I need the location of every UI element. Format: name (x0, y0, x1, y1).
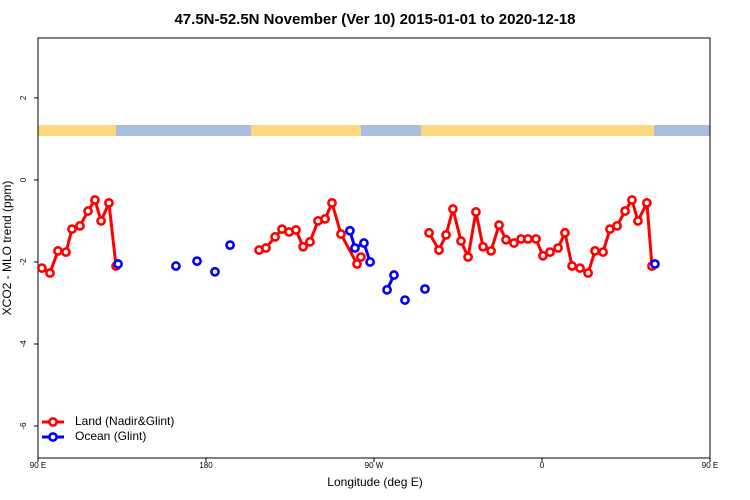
point (53, 245, 63, 256)
point (441, 229, 451, 240)
legend-label: Ocean (Glint) (75, 429, 146, 443)
point (359, 238, 369, 248)
point (171, 261, 181, 271)
point (650, 259, 660, 269)
point (538, 250, 548, 261)
x-tick-label: 90 E (30, 461, 46, 470)
point (352, 259, 362, 269)
point (627, 195, 637, 205)
legend-label: Land (Nadir&Glint) (75, 414, 174, 428)
point (567, 261, 577, 271)
point (67, 224, 77, 235)
point (501, 234, 511, 245)
point (320, 213, 330, 224)
point (336, 229, 346, 239)
y-tick-label: -6 (19, 422, 28, 430)
x-tick-label: 180 (199, 461, 213, 470)
point (612, 220, 622, 231)
point (523, 234, 533, 244)
land-ocean-strip (38, 125, 710, 136)
point (382, 284, 392, 295)
point (642, 197, 652, 208)
point (113, 259, 123, 269)
point (90, 195, 100, 205)
point (494, 220, 504, 230)
point (509, 238, 519, 248)
point (270, 232, 280, 242)
x-tick-label: 0 (540, 461, 545, 470)
point (400, 295, 410, 305)
point (389, 270, 399, 280)
point (620, 206, 630, 216)
point (463, 252, 473, 262)
point (261, 243, 271, 253)
x-axis-label: Longitude (deg E) (327, 475, 422, 489)
point (45, 268, 55, 278)
point (225, 240, 235, 251)
point (531, 234, 541, 244)
series-line (41, 196, 654, 276)
point (553, 243, 563, 253)
point (291, 225, 301, 235)
point (633, 216, 643, 226)
point (424, 227, 434, 238)
x-tick-label: 90 E (702, 461, 718, 470)
legend-marker (48, 432, 58, 442)
point (83, 206, 93, 216)
point (545, 247, 555, 258)
point (560, 227, 570, 238)
point (486, 245, 496, 256)
point (478, 241, 488, 252)
point (192, 256, 202, 267)
point (210, 266, 220, 277)
point (350, 243, 360, 253)
point (37, 263, 47, 273)
point (327, 197, 337, 208)
point (434, 245, 444, 255)
point (420, 284, 430, 294)
point (583, 268, 594, 278)
y-tick-label: -2 (19, 258, 28, 266)
y-tick-label: 0 (19, 177, 28, 182)
point (365, 257, 375, 267)
point (590, 245, 600, 256)
point (356, 252, 366, 262)
point (471, 207, 481, 217)
y-axis-label: XCO2 - MLO trend (ppm) (0, 181, 14, 316)
plot-frame (37, 37, 711, 459)
point (448, 204, 458, 214)
point (298, 241, 308, 252)
chart-title: 47.5N-52.5N November (Ver 10) 2015-01-01… (174, 11, 575, 28)
point (305, 236, 315, 247)
point (75, 220, 85, 231)
y-tick-label: 2 (19, 95, 28, 100)
y-tick-label: -4 (19, 340, 28, 348)
x-tick-label: 90 W (365, 461, 384, 470)
point (104, 197, 114, 208)
point (575, 263, 585, 273)
point (61, 247, 71, 258)
point (96, 216, 106, 226)
point (598, 247, 608, 258)
legend-marker (48, 417, 58, 427)
point (456, 236, 466, 246)
point (345, 225, 355, 236)
